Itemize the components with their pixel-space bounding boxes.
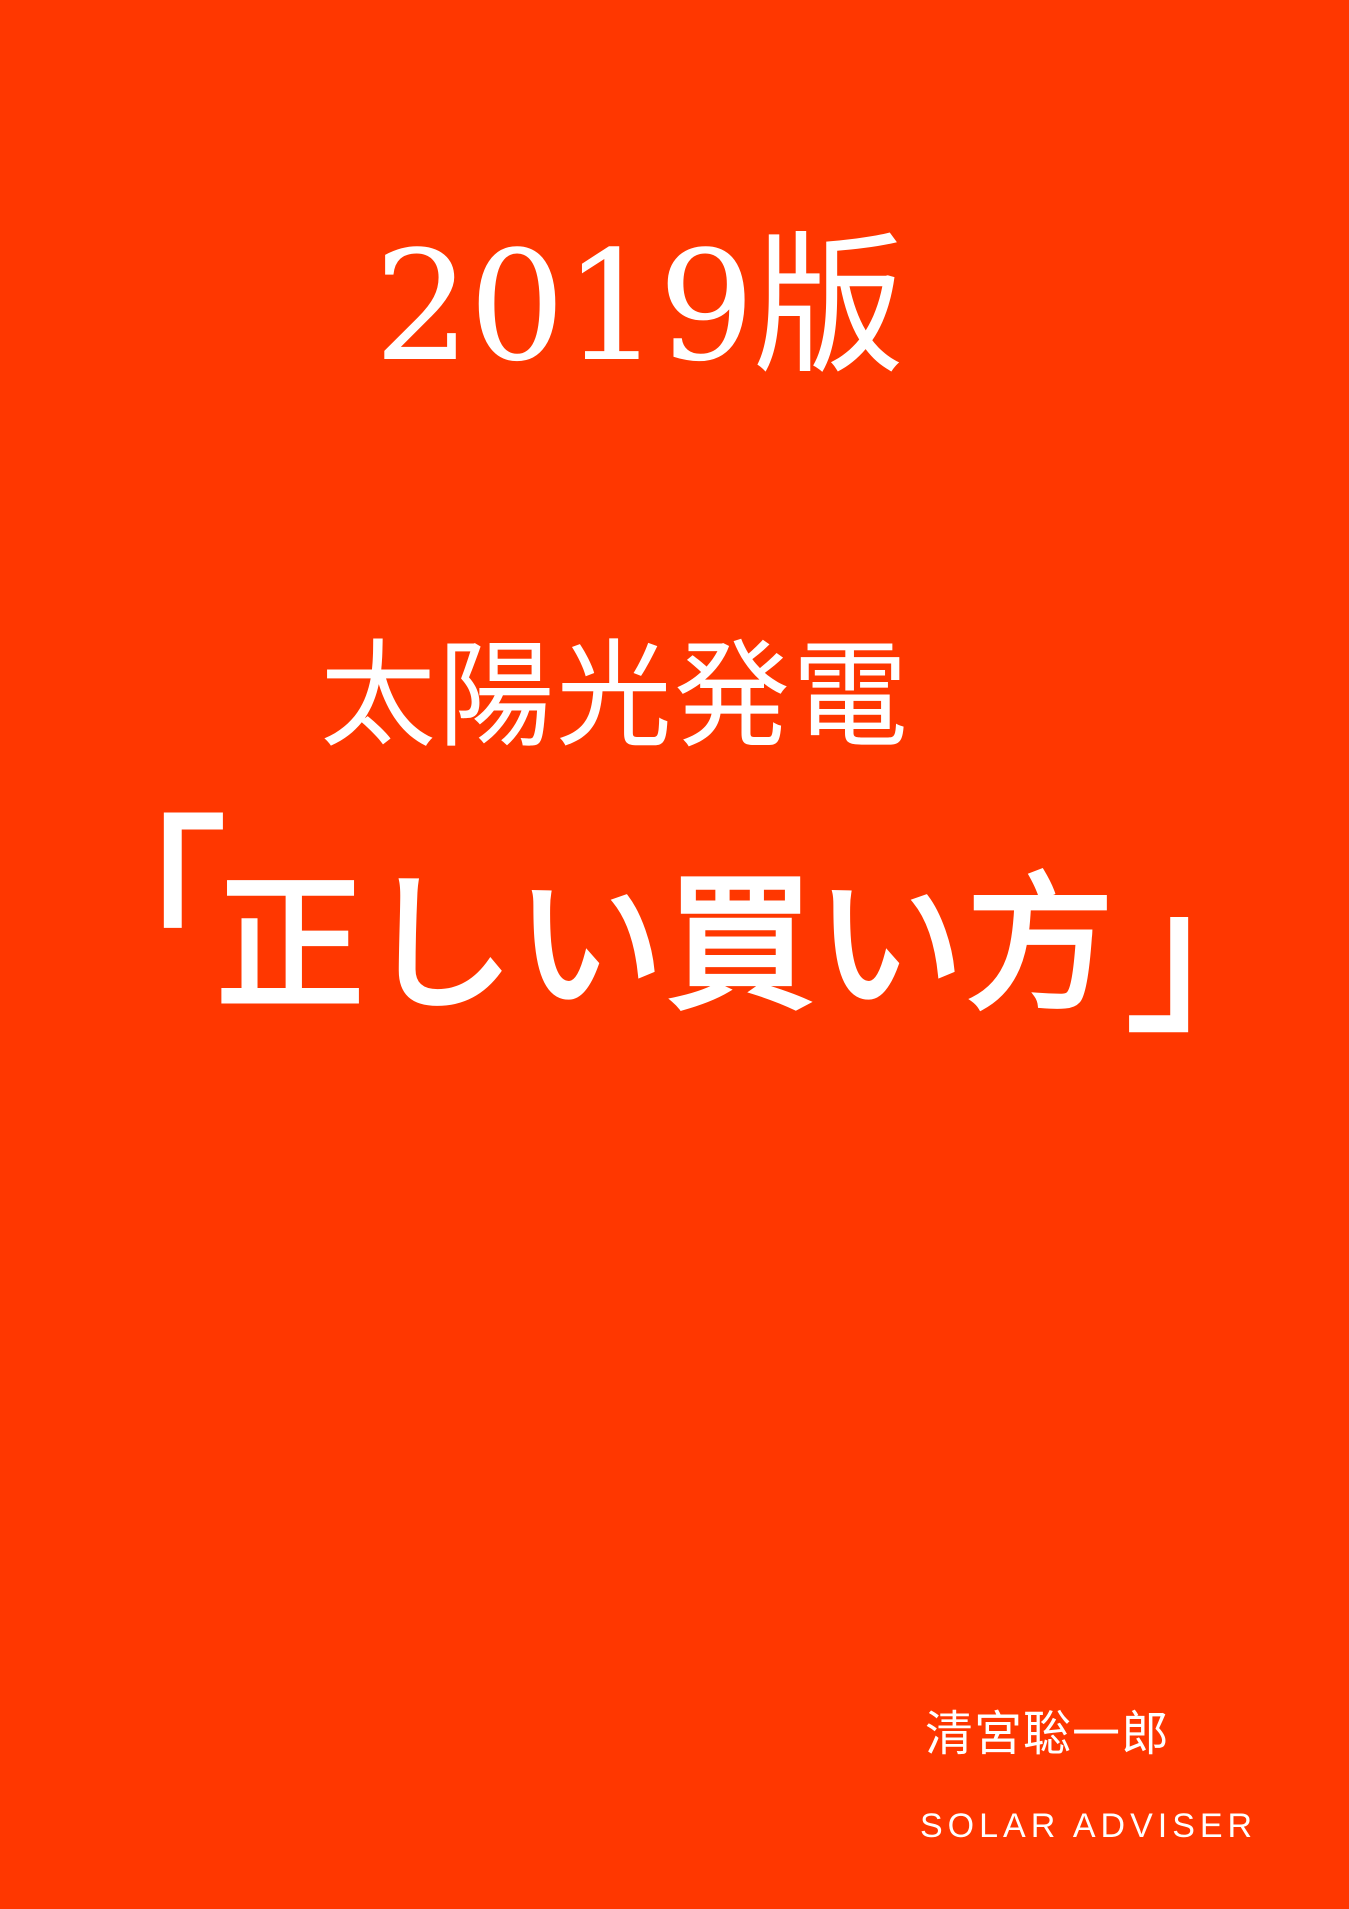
subject-heading: 太陽光発電 <box>320 629 910 764</box>
main-title-text: 正しい買い方 <box>216 859 1116 1031</box>
edition-label: 2019版 <box>374 218 905 395</box>
main-title: 「 正しい買い方 」 <box>56 816 1296 1056</box>
author-name: 清宮聡一郎 <box>925 1706 1171 1762</box>
publisher-name: SOLAR ADVISER <box>920 1807 1258 1845</box>
opening-bracket: 「 <box>56 802 227 1000</box>
closing-bracket: 」 <box>1125 858 1296 1056</box>
